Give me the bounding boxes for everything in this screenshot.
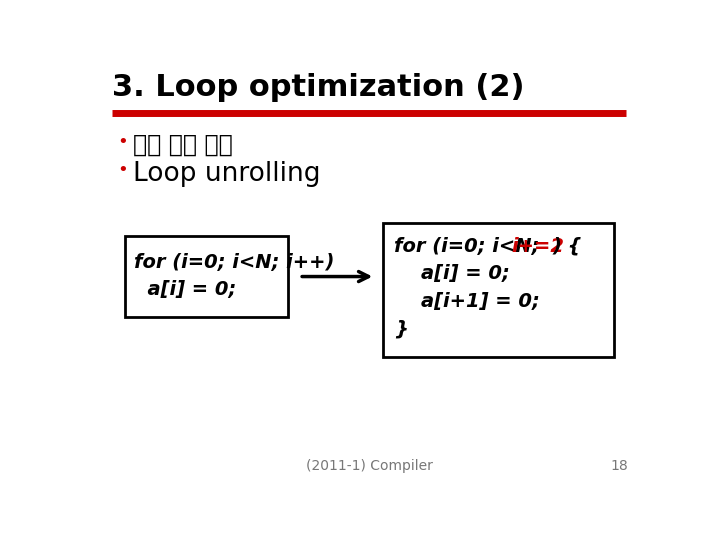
Text: a[i] = 0;: a[i] = 0; bbox=[134, 280, 236, 299]
Text: for (i=0; i<N; i++): for (i=0; i<N; i++) bbox=[134, 253, 335, 272]
Text: i+=2: i+=2 bbox=[512, 237, 564, 255]
Text: for (i=0; i<N;: for (i=0; i<N; bbox=[394, 237, 546, 255]
Text: 3. Loop optimization (2): 3. Loop optimization (2) bbox=[112, 72, 524, 102]
Text: a[i+1] = 0;: a[i+1] = 0; bbox=[394, 292, 539, 311]
Text: a[i] = 0;: a[i] = 0; bbox=[394, 264, 510, 283]
Text: 18: 18 bbox=[611, 459, 629, 473]
Text: ) {: ) { bbox=[553, 237, 582, 255]
Text: •: • bbox=[117, 132, 128, 151]
Text: 연산 강도 경감: 연산 강도 경감 bbox=[132, 132, 233, 157]
Bar bbox=[125, 236, 287, 316]
Text: }: } bbox=[394, 320, 408, 339]
Bar bbox=[383, 222, 614, 357]
Text: (2011-1) Compiler: (2011-1) Compiler bbox=[305, 459, 433, 473]
Text: •: • bbox=[117, 161, 128, 179]
FancyArrowPatch shape bbox=[302, 272, 369, 281]
Text: Loop unrolling: Loop unrolling bbox=[132, 161, 320, 187]
